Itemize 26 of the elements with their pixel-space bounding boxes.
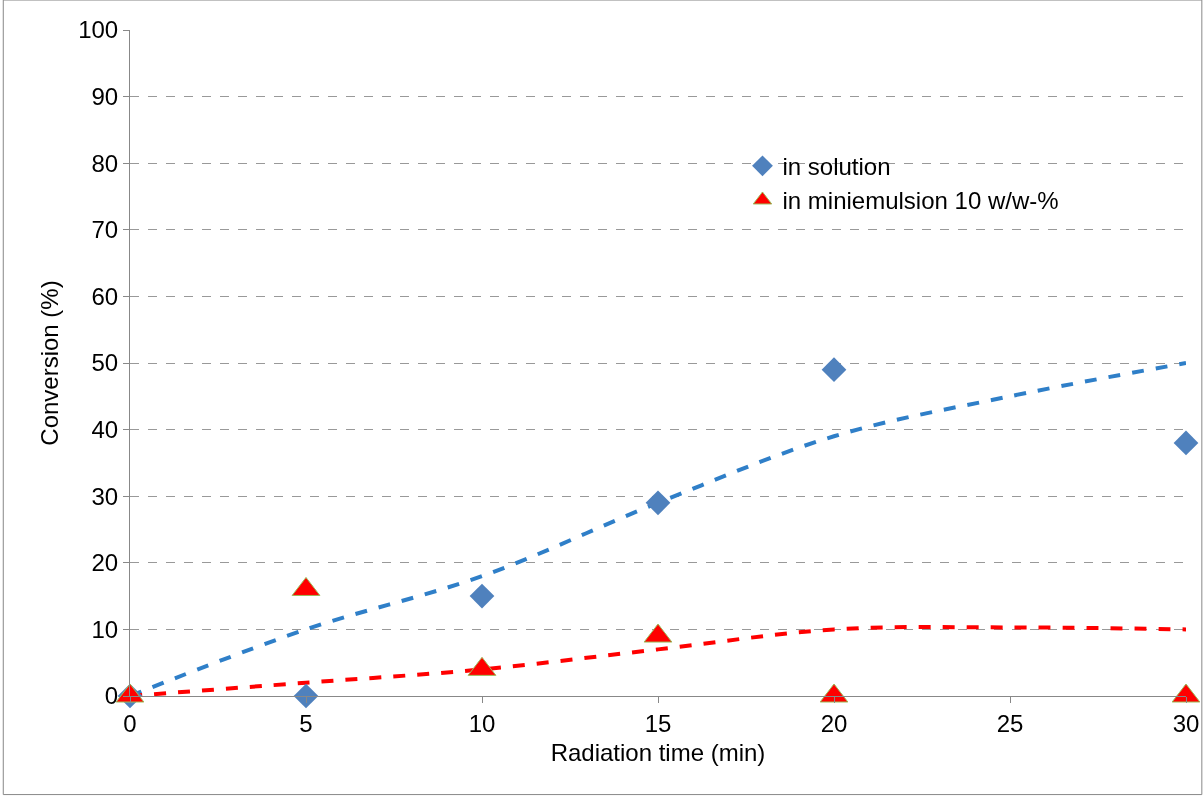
y-tick-label: 90 — [91, 83, 119, 110]
x-tick-label: 15 — [644, 709, 672, 737]
y-tick-label: 60 — [91, 282, 119, 310]
y-tick-label: 10 — [91, 615, 119, 643]
y-tick-label: 30 — [91, 482, 119, 510]
legend-label: in miniemulsion 10 w/w-% — [782, 187, 1059, 215]
x-tick-label: 25 — [996, 709, 1024, 737]
x-tick-label: 10 — [468, 709, 496, 737]
point — [469, 583, 495, 609]
y-tick-label: 0 — [104, 682, 119, 710]
point — [821, 357, 847, 383]
x-axis-title: Radiation time (min) — [550, 739, 766, 767]
y-tick-label: 100 — [78, 16, 119, 44]
x-tick-label: 5 — [299, 709, 313, 737]
point — [645, 490, 671, 516]
x-tick-label: 0 — [123, 709, 137, 737]
y-tick-label: 70 — [91, 216, 119, 244]
y-tick-label: 80 — [91, 149, 119, 177]
x-tick-label: 20 — [820, 709, 848, 737]
y-tick-label: 20 — [91, 549, 119, 577]
point — [1173, 430, 1199, 456]
x-tick-label: 30 — [1172, 709, 1200, 737]
y-tick-label: 40 — [91, 416, 119, 443]
y-axis-title: Conversion (%) — [36, 280, 64, 446]
y-tick-label: 50 — [91, 349, 119, 377]
legend-label: in solution — [782, 153, 891, 181]
